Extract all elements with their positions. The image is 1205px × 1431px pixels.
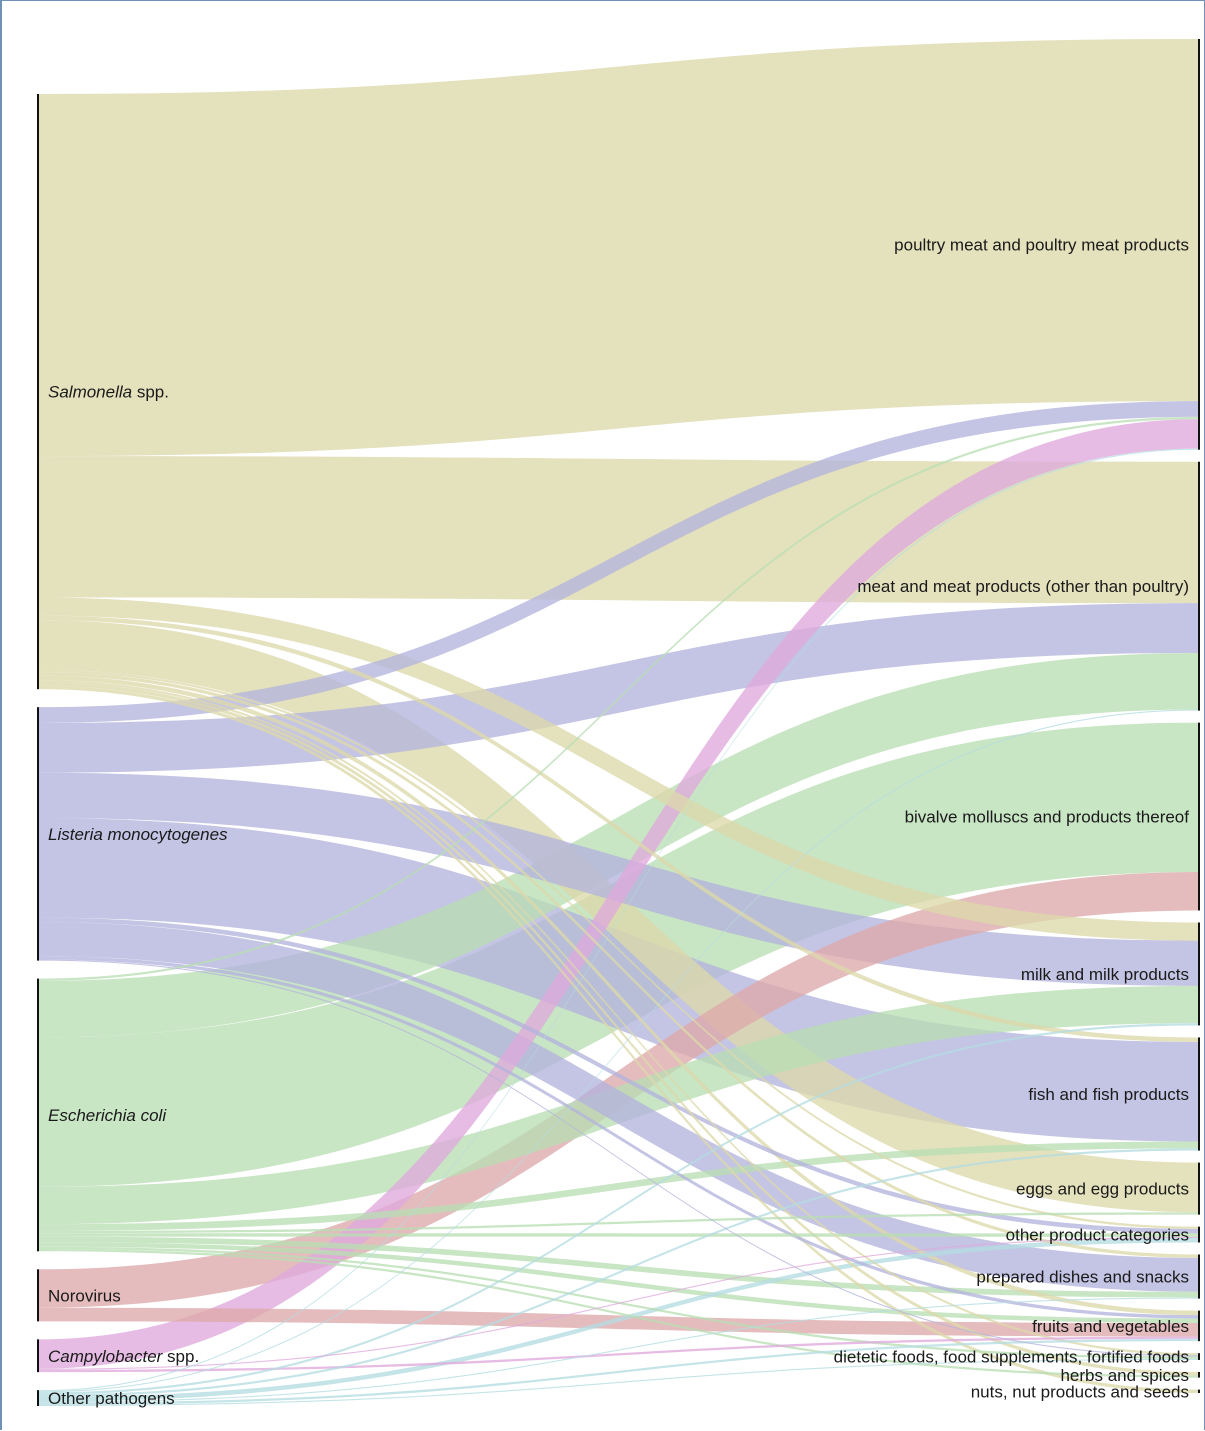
target-node-fruits: [1198, 1310, 1200, 1342]
target-node-poultry: [1198, 39, 1200, 450]
source-label-italic: Escherichia coli: [48, 1106, 167, 1125]
flow-link-other_pathogens-dietetic: [39, 1358, 1198, 1406]
flow-link-norovirus-fruits: [39, 1307, 1198, 1337]
source-label-rest: Other pathogens: [48, 1389, 175, 1408]
flow-link-ecoli-meat: [39, 652, 1198, 1038]
flow-link-salmonella-dietetic: [39, 680, 1198, 1356]
target-node-fish: [1198, 1037, 1200, 1151]
target-node-prepared: [1198, 1254, 1200, 1299]
target-node-milk: [1198, 922, 1200, 1026]
flow-link-other_pathogens-fruits: [39, 1338, 1198, 1405]
source-label-campylobacter: Campylobacter spp.: [48, 1347, 199, 1366]
target-label-meat: meat and meat products (other than poult…: [857, 577, 1189, 596]
flow-link-ecoli-herbs: [39, 1249, 1198, 1378]
flow-link-salmonella-poultry: [39, 39, 1198, 457]
flow-link-other_pathogens-fish: [39, 1148, 1198, 1397]
flow-link-other_pathogens-milk: [39, 1023, 1198, 1395]
source-node-other_pathogens: [37, 1390, 39, 1406]
source-label-rest: spp.: [132, 383, 169, 402]
target-label-fruits: fruits and vegetables: [1032, 1317, 1189, 1336]
flow-link-campylobacter-fruits: [39, 1336, 1198, 1373]
flow-link-ecoli-fish: [39, 1141, 1198, 1231]
target-label-poultry: poultry meat and poultry meat products: [894, 235, 1189, 254]
nodes: [37, 39, 1200, 1406]
target-node-bivalve: [1198, 722, 1200, 911]
source-node-ecoli: [37, 978, 39, 1252]
flow-link-salmonella-prepared: [39, 672, 1198, 1258]
target-label-bivalve: bivalve molluscs and products thereof: [905, 808, 1190, 827]
flow-link-campylobacter-other_cat: [39, 1236, 1198, 1370]
flow-link-ecoli-other_cat: [39, 1233, 1198, 1237]
flow-link-salmonella-herbs: [39, 682, 1198, 1376]
source-node-norovirus: [37, 1269, 39, 1322]
flow-link-other_pathogens-poultry: [39, 448, 1198, 1392]
flow-link-salmonella-eggs: [39, 620, 1198, 1213]
target-label-other_cat: other product categories: [1006, 1226, 1189, 1245]
source-label-italic: Campylobacter: [48, 1347, 164, 1366]
target-label-nuts: nuts, nut products and seeds: [971, 1382, 1189, 1401]
flow-link-ecoli-poultry: [39, 416, 1198, 981]
flow-link-listeria-other_cat: [39, 917, 1198, 1234]
source-label-italic: Salmonella: [48, 383, 132, 402]
target-label-fish: fish and fish products: [1028, 1085, 1189, 1104]
source-label-salmonella: Salmonella spp.: [48, 383, 169, 402]
source-label-italic: Listeria monocytogenes: [48, 825, 228, 844]
target-label-milk: milk and milk products: [1021, 965, 1189, 984]
target-node-eggs: [1198, 1162, 1200, 1215]
source-node-campylobacter: [37, 1339, 39, 1373]
source-label-ecoli: Escherichia coli: [48, 1106, 167, 1125]
flow-link-salmonella-fish: [39, 615, 1198, 1042]
flow-links: [39, 39, 1198, 1406]
target-node-nuts: [1198, 1389, 1200, 1393]
flow-link-ecoli-eggs: [39, 1212, 1198, 1234]
target-label-herbs: herbs and spices: [1060, 1366, 1189, 1385]
source-label-listeria: Listeria monocytogenes: [48, 825, 228, 844]
source-label-rest: Norovirus: [48, 1286, 121, 1305]
flow-link-salmonella-milk: [39, 597, 1198, 941]
flow-link-listeria-dietetic: [39, 959, 1198, 1357]
source-node-salmonella: [37, 94, 39, 690]
source-node-listeria: [37, 707, 39, 961]
node-labels: Salmonella spp. Listeria monocytogenes Esc…: [48, 235, 1189, 1408]
flow-link-ecoli-prepared: [39, 1236, 1198, 1298]
flow-link-salmonella-other_cat: [39, 669, 1198, 1229]
flow-link-campylobacter-poultry: [39, 419, 1198, 1369]
flow-link-listeria-poultry: [39, 401, 1198, 723]
flow-link-listeria-prepared: [39, 922, 1198, 1292]
target-label-eggs: eggs and egg products: [1016, 1180, 1189, 1199]
target-node-herbs: [1198, 1371, 1200, 1378]
flow-link-listeria-fish: [39, 818, 1198, 1142]
flow-link-listeria-fruits: [39, 956, 1198, 1319]
target-node-dietetic: [1198, 1353, 1200, 1360]
source-label-other_pathogens: Other pathogens: [48, 1389, 175, 1408]
flow-link-salmonella-fruits: [39, 675, 1198, 1316]
target-node-meat: [1198, 461, 1200, 711]
target-label-prepared: prepared dishes and snacks: [976, 1268, 1189, 1287]
flow-link-other_pathogens-other_cat: [39, 1237, 1198, 1402]
target-node-other_cat: [1198, 1226, 1200, 1243]
target-label-dietetic: dietetic foods, food supplements, fortif…: [834, 1348, 1189, 1367]
source-label-rest: spp.: [162, 1347, 199, 1366]
flow-link-other_pathogens-meat: [39, 709, 1198, 1393]
flow-link-salmonella-nuts: [39, 685, 1198, 1393]
source-label-norovirus: Norovirus: [48, 1286, 121, 1305]
flow-link-salmonella-meat: [39, 456, 1198, 604]
flow-link-other_pathogens-prepared: [39, 1297, 1198, 1403]
flow-link-ecoli-fruits: [39, 1242, 1198, 1324]
